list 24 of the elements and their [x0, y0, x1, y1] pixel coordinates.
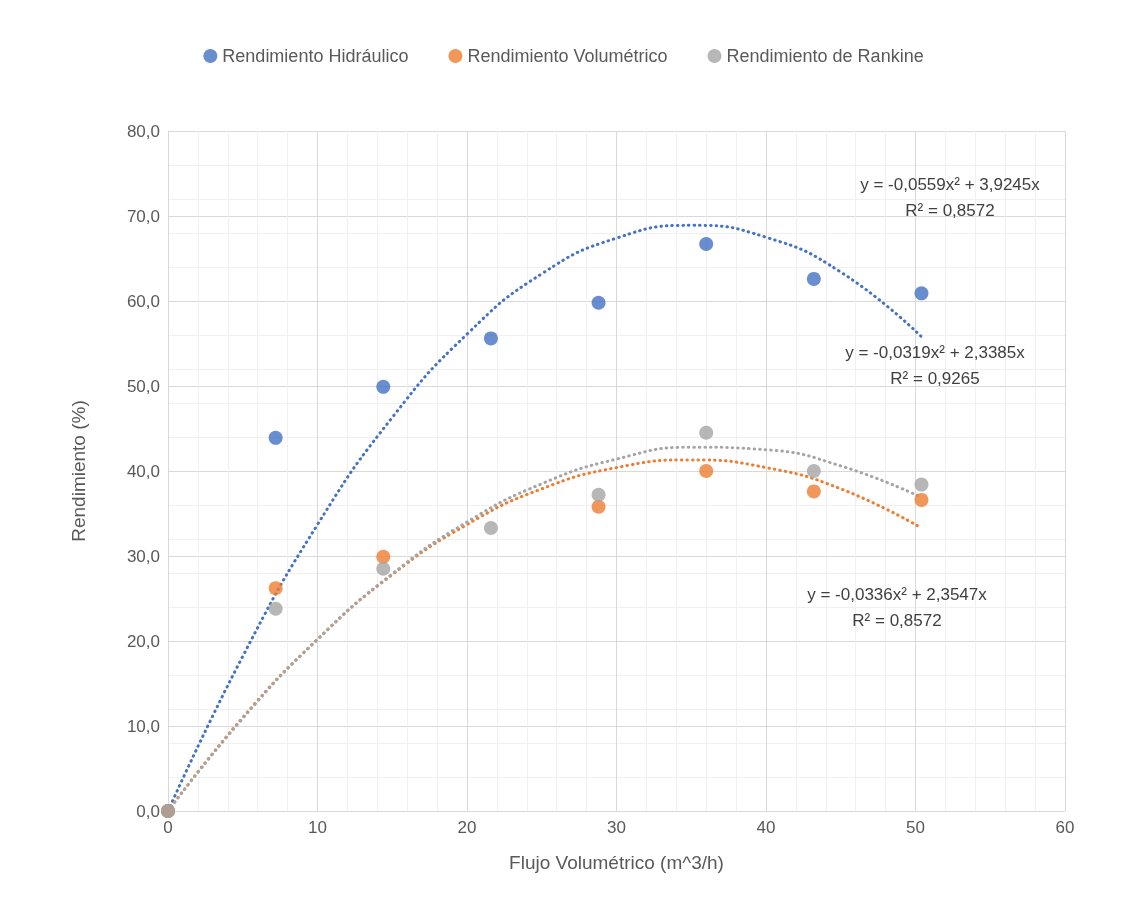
legend-label: Rendimiento de Rankine [726, 46, 924, 66]
x-tick-label: 50 [906, 818, 925, 837]
legend-label: Rendimiento Hidráulico [222, 46, 409, 66]
y-tick-label: 10,0 [126, 716, 160, 736]
annotation: y = -0,0319x² + 2,3385x R² = 0,9265 [845, 342, 1026, 388]
y-tick-label: 70,0 [126, 206, 160, 226]
y-tick-label: 30,0 [126, 546, 160, 566]
legend-label: Rendimiento Volumétrico [467, 46, 668, 66]
x-tick-label: 10 [308, 818, 327, 837]
x-tick-label: 0 [163, 818, 173, 837]
y-axis-title: Rendimiento (%) [68, 400, 89, 542]
x-axis-title: Flujo Volumétrico (m^3/h) [509, 852, 724, 873]
y-tick-label: 60,0 [126, 291, 160, 311]
annotation: y = -0,0559x² + 3,9245x R² = 0,8572 [860, 174, 1041, 220]
x-tick-label: 20 [457, 818, 477, 837]
x-tick-label: 40 [756, 818, 776, 837]
annotation: y = -0,0336x² + 2,3547x R² = 0,8572 [807, 584, 988, 630]
x-tick-label: 60 [1055, 818, 1075, 837]
x-tick-label: 30 [607, 818, 626, 837]
y-tick-label: 40,0 [126, 461, 160, 481]
y-tick-label: 20,0 [126, 631, 160, 651]
y-tick-label: 50,0 [126, 376, 160, 396]
y-tick-label: 0,0 [136, 801, 160, 821]
y-tick-label: 80,0 [126, 121, 160, 141]
